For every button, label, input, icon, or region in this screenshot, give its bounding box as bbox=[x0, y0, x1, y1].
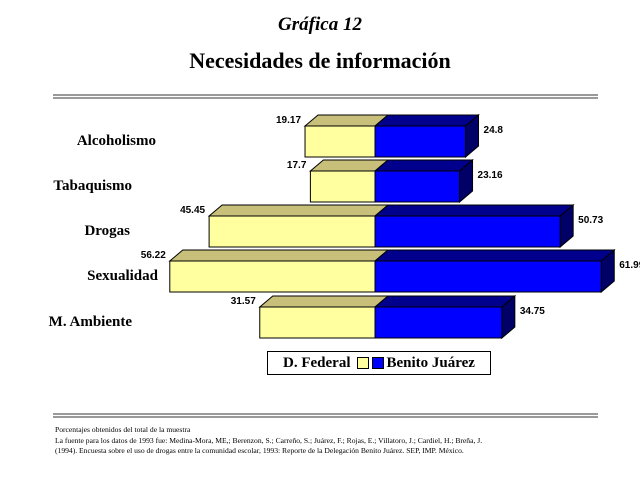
legend-swatch-d-federal bbox=[356, 357, 369, 369]
bar-benito-juarez bbox=[374, 260, 602, 293]
legend-item-d-federal: D. Federal bbox=[283, 355, 371, 372]
bottom-divider bbox=[53, 413, 598, 418]
data-label-benito-juarez: 23.16 bbox=[478, 170, 503, 181]
bar-benito-juarez bbox=[374, 170, 461, 203]
legend-label-benito-juarez: Benito Juárez bbox=[386, 354, 475, 371]
bar-benito-juarez bbox=[374, 306, 503, 339]
data-label-benito-juarez: 50.73 bbox=[578, 215, 603, 226]
category-label: Tabaquismo bbox=[53, 178, 132, 194]
top-divider bbox=[53, 94, 598, 99]
chart-title: Necesidades de información bbox=[189, 48, 451, 73]
data-label-benito-juarez: 61.99 bbox=[619, 260, 640, 271]
category-label: Drogas bbox=[84, 223, 130, 239]
footnote-line-1: Porcentajes obtenidos del total de la mu… bbox=[55, 425, 191, 434]
bar-top-d-federal bbox=[168, 249, 390, 262]
category-label: M. Ambiente bbox=[49, 314, 133, 330]
bar-top-d-federal bbox=[207, 204, 390, 217]
legend: D. Federal Benito Juárez bbox=[267, 351, 491, 375]
data-label-benito-juarez: 24.8 bbox=[484, 125, 504, 136]
bar-d-federal bbox=[304, 125, 376, 158]
data-label-d-federal: 45.45 bbox=[180, 205, 205, 216]
bar-d-federal bbox=[259, 306, 376, 339]
data-label-d-federal: 31.57 bbox=[231, 296, 256, 307]
bar-top-d-federal bbox=[258, 295, 390, 308]
data-label-benito-juarez: 34.75 bbox=[520, 306, 545, 317]
chart-suptitle: Gráfica 12 bbox=[278, 14, 362, 35]
data-label-d-federal: 56.22 bbox=[141, 250, 166, 261]
category-label: Alcoholismo bbox=[77, 133, 156, 149]
bar-top-benito-juarez bbox=[373, 295, 517, 308]
bar-benito-juarez bbox=[374, 125, 467, 158]
legend-item-benito-juarez: Benito Juárez bbox=[371, 354, 475, 372]
bar-top-benito-juarez bbox=[373, 159, 474, 172]
bar-top-benito-juarez bbox=[373, 249, 616, 262]
category-label: Sexualidad bbox=[87, 268, 159, 284]
footnote-line-3: (1994). Encuesta sobre el uso de drogas … bbox=[55, 446, 464, 455]
legend-swatch-benito-juarez bbox=[371, 357, 384, 369]
data-label-d-federal: 19.17 bbox=[276, 115, 301, 126]
legend-label-d-federal: D. Federal bbox=[283, 354, 351, 371]
data-label-d-federal: 17.7 bbox=[287, 160, 307, 171]
bar-top-benito-juarez bbox=[373, 204, 575, 217]
bar-chart: Alcoholismo 19.17 24.8 Tabaquismo 17.7 23.16 D… bbox=[49, 113, 640, 340]
bar-d-federal bbox=[309, 170, 376, 203]
bar-d-federal bbox=[169, 260, 376, 293]
bar-top-d-federal bbox=[303, 114, 390, 127]
footnote: Porcentajes obtenidos del total de la mu… bbox=[55, 425, 615, 457]
bar-top-benito-juarez bbox=[373, 114, 480, 127]
bar-benito-juarez bbox=[374, 215, 561, 248]
bar-d-federal bbox=[208, 215, 376, 248]
footnote-line-2: La fuente para los datos de 1993 fue: Me… bbox=[55, 435, 483, 445]
